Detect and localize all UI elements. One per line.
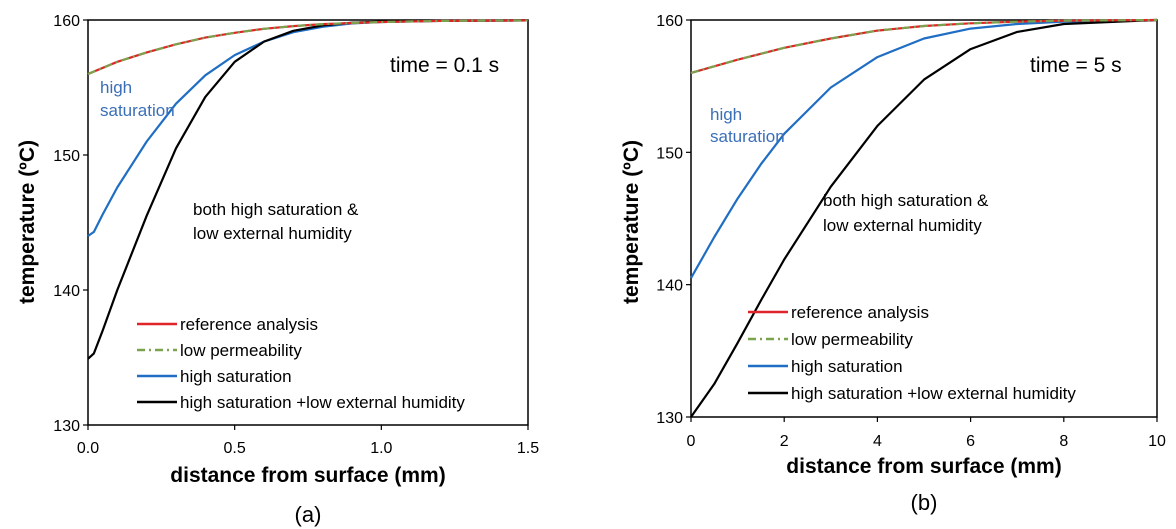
panel-a-plot-frame: [87, 19, 529, 426]
panel-b-x-tick-label: 10: [1148, 433, 1166, 450]
panel-b-y-tick-label: 140: [656, 278, 683, 295]
legend-entry-label: high saturation: [180, 367, 292, 386]
legend-entry-label: reference analysis: [791, 303, 929, 322]
panel-b-annotation-saturation: saturation: [710, 127, 785, 146]
panel-a-annotation-high: high: [100, 78, 132, 97]
legend-entry-label: low permeability: [180, 341, 302, 360]
panel-a-x-tick-label: 1.5: [517, 440, 539, 457]
legend-entry-label: high saturation +low external humidity: [791, 384, 1076, 403]
panel-a-series-low-permeability: [87, 19, 529, 76]
panel-a-caption: (a): [295, 502, 322, 527]
panel-b-caption: (b): [911, 490, 938, 515]
panel-a-y-axis-label: temperature (ºC): [16, 140, 39, 304]
panel-b-annotation-high: high: [710, 105, 742, 124]
panel-a: 0.0 0.5 1.0 1.5 130 140 150 160 time = 0.1 s hi…: [16, 13, 539, 527]
panel-a-x-tick-label: 0.5: [224, 440, 246, 457]
legend-entry-label: high saturation +low external humidity: [180, 393, 465, 412]
panel-b: 0 2 4 6 8 10 130 140 150 160 time = 5 s high satu…: [620, 13, 1166, 515]
panel-a-x-tick-label: 0.0: [77, 440, 99, 457]
panel-b-x-tick-label: 2: [780, 433, 789, 450]
panel-b-plot-frame: [690, 19, 1158, 418]
panel-b-y-tick-label: 130: [656, 410, 683, 427]
legend-entry-label: high saturation: [791, 357, 903, 376]
panel-b-x-axis-label: distance from surface (mm): [786, 455, 1061, 478]
panel-a-y-tick-label: 150: [53, 148, 80, 165]
panel-a-time-label: time = 0.1 s: [390, 54, 499, 77]
panel-b-time-label: time = 5 s: [1030, 54, 1122, 77]
panel-b-x-tick-label: 8: [1059, 433, 1068, 450]
panel-b-x-tick-label: 4: [873, 433, 882, 450]
panel-a-y-tick-label: 160: [53, 13, 80, 30]
panel-b-x-tick-label: 0: [687, 433, 696, 450]
panel-a-annotation-both-line1: both high saturation &: [193, 200, 359, 219]
panel-a-annotation-both-line2: low external humidity: [193, 224, 352, 243]
panel-a-annotation-saturation: saturation: [100, 101, 175, 120]
panel-b-annotation-both-line2: low external humidity: [823, 216, 982, 235]
panel-b-x-tick-label: 6: [966, 433, 975, 450]
panel-b-y-tick-label: 160: [656, 13, 683, 30]
panel-b-y-axis-label: temperature (ºC): [620, 140, 643, 304]
legend-entry-label: reference analysis: [180, 315, 318, 334]
panel-b-series-high-saturation: [690, 18, 1158, 279]
panel-b-y-tick-label: 150: [656, 145, 683, 162]
panel-a-x-tick-label: 1.0: [370, 440, 392, 457]
panel-b-series-high-saturation-low-external-humidity: [690, 18, 1158, 418]
panel-b-annotation-both-line1: both high saturation &: [823, 191, 989, 210]
legend-entry-label: low permeability: [791, 330, 913, 349]
panel-a-legend: reference analysis low permeability high s…: [137, 315, 465, 412]
panel-a-y-tick-label: 140: [53, 283, 80, 300]
panel-b-series-low-permeability: [690, 18, 1158, 74]
panel-a-x-axis-label: distance from surface (mm): [170, 464, 445, 487]
panel-a-y-tick-label: 130: [53, 418, 80, 435]
panel-b-legend: reference analysis low permeability high s…: [748, 303, 1076, 403]
